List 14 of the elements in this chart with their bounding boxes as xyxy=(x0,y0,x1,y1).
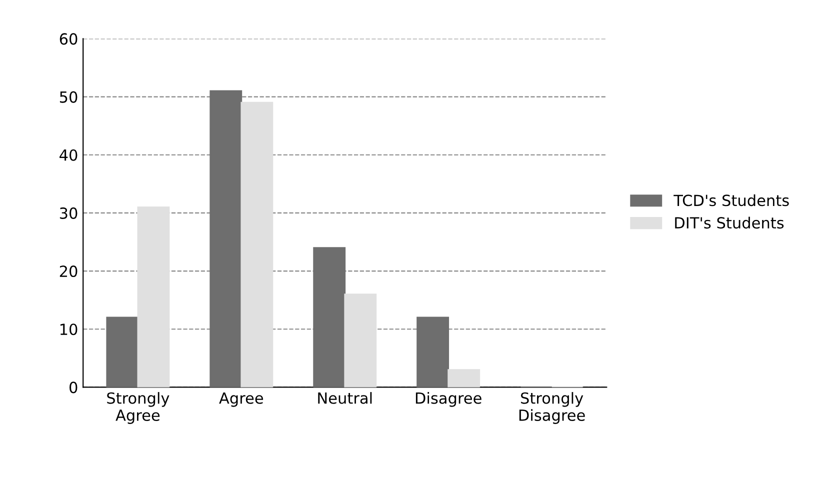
x-tick-label: Strongly Disagree xyxy=(519,392,585,424)
x-tick-label: Strongly Agree xyxy=(107,392,170,424)
y-tick-label: 60 xyxy=(60,33,78,45)
legend-label: TCD's Students xyxy=(674,194,789,206)
y-tick-label: 10 xyxy=(60,324,78,336)
x-tick-label: Disagree xyxy=(416,392,482,407)
y-tick-label: 20 xyxy=(60,266,78,278)
y-tick-label: 0 xyxy=(70,382,78,394)
legend-label: DIT's Students xyxy=(675,216,784,229)
y-tick-label: 30 xyxy=(60,207,78,219)
y-tick-label: 50 xyxy=(60,91,78,103)
x-tick-label: Neutral xyxy=(318,392,372,404)
y-tick-label: 40 xyxy=(60,149,78,161)
x-tick-label: Agree xyxy=(219,392,264,407)
